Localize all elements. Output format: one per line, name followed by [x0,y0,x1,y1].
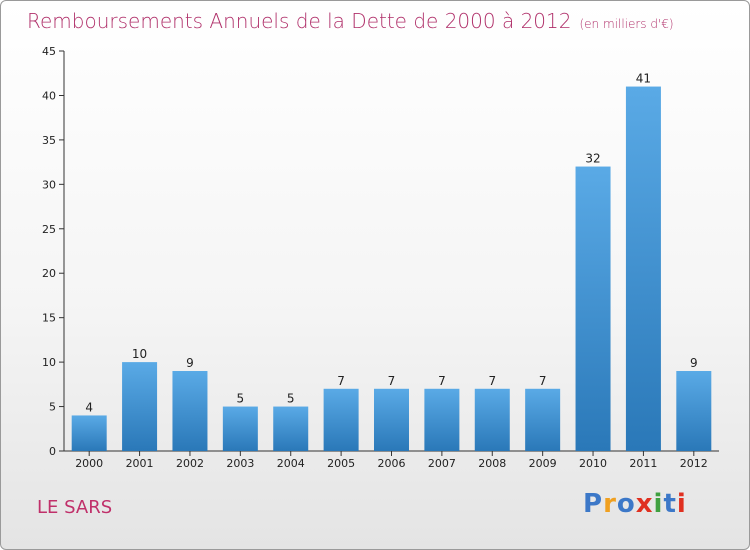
y-tick-label: 5 [49,401,56,414]
data-label-2010: 32 [585,152,600,166]
bar-2010 [575,166,611,452]
bar-2000 [71,415,107,451]
bar-2001 [122,362,158,451]
x-tick-label-2004: 2004 [277,457,305,470]
logo-letter: i [676,489,687,519]
chart-title-text: Remboursements Annuels de la Dette de 20… [27,9,572,33]
data-label-2003: 5 [237,392,245,406]
logo-letter: o [616,489,636,519]
logo-letter: r [603,489,617,519]
bar-2002 [172,371,208,451]
data-label-2000: 4 [85,400,93,414]
bar-2005 [323,388,359,451]
x-tick-label-2010: 2010 [579,457,607,470]
data-label-2008: 7 [488,374,496,388]
x-tick-label-2003: 2003 [226,457,254,470]
data-label-2005: 7 [337,374,345,388]
bar-2008 [474,388,510,451]
x-tick-label-2007: 2007 [428,457,456,470]
data-label-2007: 7 [438,374,446,388]
x-tick-label-2000: 2000 [75,457,103,470]
y-tick-label: 25 [42,223,56,236]
data-label-2001: 10 [132,347,147,361]
y-tick-label: 15 [42,312,56,325]
data-label-2002: 9 [186,356,194,370]
commune-name: LE SARS [37,497,113,518]
data-label-2004: 5 [287,392,295,406]
y-tick-label: 30 [42,178,56,191]
y-tick-label: 40 [42,89,56,102]
bar-2004 [273,406,309,451]
data-label-2011: 41 [636,72,651,86]
data-label-2009: 7 [539,374,547,388]
data-label-2012: 9 [690,356,698,370]
data-label-2006: 7 [388,374,396,388]
bar-2007 [424,388,460,451]
bar-2006 [374,388,409,451]
x-tick-label-2011: 2011 [629,457,657,470]
y-tick-label: 20 [42,267,56,280]
x-tick-label-2006: 2006 [378,457,406,470]
x-tick-label-2002: 2002 [176,457,204,470]
y-tick-label: 45 [42,45,56,58]
logo-letter: x [635,489,654,519]
y-tick-label: 0 [49,445,56,458]
bar-2011 [625,86,661,452]
logo-letter: i [653,489,664,519]
chart-title: Remboursements Annuels de la Dette de 20… [27,6,674,36]
x-tick-label-2005: 2005 [327,457,355,470]
logo-letter: P [583,489,604,519]
logo-letter: t [663,489,677,519]
bar-2009 [525,388,561,451]
y-tick-label: 35 [42,134,56,147]
bar-chart: 0 5 10 15 20 25 30 35 40 45 4 2000 10 2001 9 2002 5 2003 5… [42,45,719,470]
bar-2003 [222,406,258,451]
x-tick-label-2001: 2001 [126,457,154,470]
x-tick-label-2012: 2012 [680,457,708,470]
x-tick-label-2009: 2009 [529,457,557,470]
y-tick-label: 10 [42,356,56,369]
chart-subtitle: (en milliers d'€) [579,17,674,31]
proxiti-logo: Proxiti [583,489,687,519]
x-tick-label-2008: 2008 [478,457,506,470]
bar-2012 [676,371,712,451]
